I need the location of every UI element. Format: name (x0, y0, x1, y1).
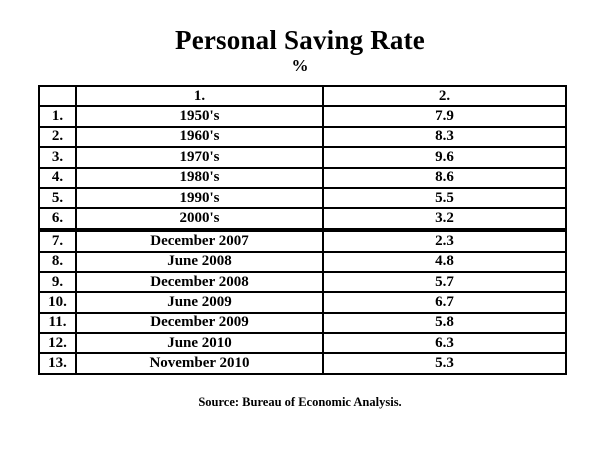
row-number-cell: 12. (38, 332, 77, 355)
page-subtitle: % (291, 56, 309, 75)
row-number-cell: 6. (38, 207, 77, 230)
row-number-cell: 9. (38, 270, 77, 294)
page-title: Personal Saving Rate (175, 25, 425, 55)
table-row: 13. November 2010 5.3 (38, 352, 567, 375)
table-row: 11. December 2009 5.8 (38, 311, 567, 335)
table-row: 9. December 2008 5.7 (38, 270, 567, 294)
row-label-cell: 1990's (75, 186, 324, 210)
table-row: 2. 1960's 8.3 (38, 125, 567, 149)
row-label-cell: June 2009 (75, 291, 324, 314)
row-number-cell: 10. (38, 291, 77, 314)
table-row: 5. 1990's 5.5 (38, 186, 567, 210)
row-label-cell: December 2008 (75, 270, 324, 294)
row-label-cell: December 2009 (75, 311, 324, 335)
row-number-cell: 4. (38, 166, 77, 189)
table-row: 4. 1980's 8.6 (38, 166, 567, 189)
header-cell-col1: 1. (75, 84, 324, 108)
row-label-cell: 1950's (75, 105, 324, 128)
table-row: 8. June 2008 4.8 (38, 250, 567, 273)
row-number-cell (38, 227, 77, 233)
source-note: Source: Bureau of Economic Analysis. (198, 395, 402, 409)
row-label-cell: June 2008 (75, 250, 324, 273)
row-value-cell: 7.9 (322, 105, 567, 128)
table-row: 1. 1950's 7.9 (38, 105, 567, 128)
table-row: 6. 2000's 3.2 (38, 207, 567, 230)
row-label-cell: November 2010 (75, 352, 324, 375)
row-value-cell: 3.2 (322, 207, 567, 230)
row-value-cell: 8.6 (322, 166, 567, 189)
table-row: 3. 1970's 9.6 (38, 146, 567, 169)
row-value-cell: 5.3 (322, 352, 567, 375)
row-value-cell: 4.8 (322, 250, 567, 273)
row-value-cell: 5.8 (322, 311, 567, 335)
row-label-cell: 1960's (75, 125, 324, 149)
row-label-cell: June 2010 (75, 332, 324, 355)
row-label-cell: 2000's (75, 207, 324, 230)
table-header-row: 1. 2. (38, 84, 567, 108)
row-number-cell: 3. (38, 146, 77, 169)
row-number-cell: 7. (38, 230, 77, 253)
header-cell-index (38, 84, 77, 108)
row-value-cell: 6.3 (322, 332, 567, 355)
saving-rate-table: 1. 2. 1. 1950's 7.9 2. 1960's 8.3 3. 197… (38, 84, 567, 375)
row-value-cell (322, 227, 567, 233)
row-number-cell: 5. (38, 186, 77, 210)
row-value-cell: 6.7 (322, 291, 567, 314)
row-value-cell: 8.3 (322, 125, 567, 149)
row-value-cell: 9.6 (322, 146, 567, 169)
row-label-cell: 1970's (75, 146, 324, 169)
table-row: 10. June 2009 6.7 (38, 291, 567, 314)
row-value-cell: 5.5 (322, 186, 567, 210)
row-label-cell (75, 227, 324, 233)
row-value-cell: 2.3 (322, 230, 567, 253)
row-number-cell: 2. (38, 125, 77, 149)
row-label-cell: 1980's (75, 166, 324, 189)
row-number-cell: 11. (38, 311, 77, 335)
header-cell-col2: 2. (322, 84, 567, 108)
row-value-cell: 5.7 (322, 270, 567, 294)
row-number-cell: 8. (38, 250, 77, 273)
row-label-cell: December 2007 (75, 230, 324, 253)
table-row: 7. December 2007 2.3 (38, 230, 567, 253)
table-spacer-row (38, 227, 567, 233)
row-number-cell: 1. (38, 105, 77, 128)
table-row: 12. June 2010 6.3 (38, 332, 567, 355)
row-number-cell: 13. (38, 352, 77, 375)
